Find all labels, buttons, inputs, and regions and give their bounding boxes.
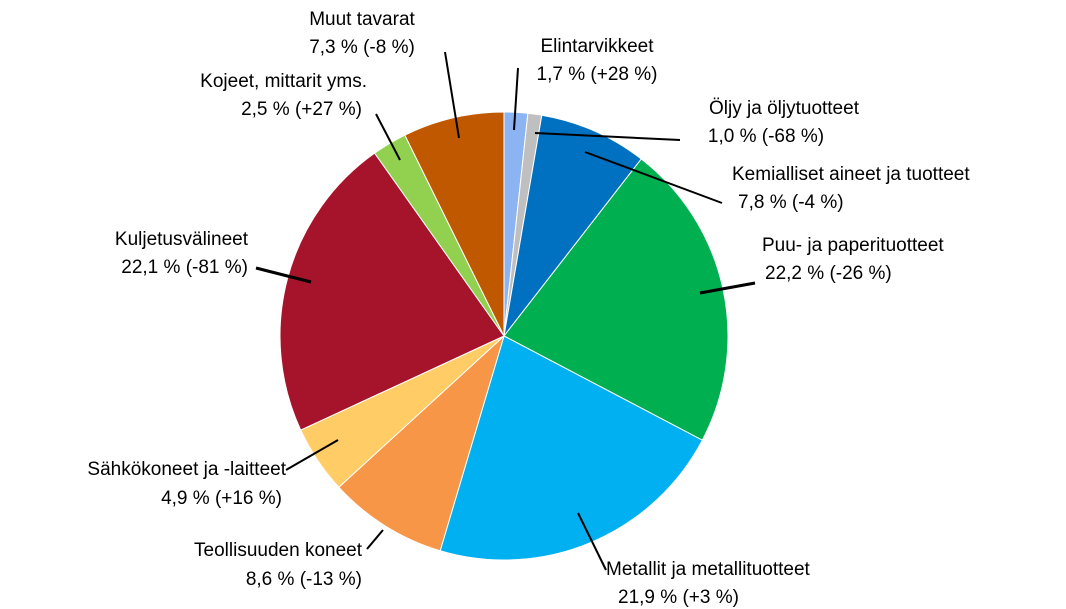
pie-slice — [439, 335, 703, 561]
slice-share: 1,7 % — [537, 64, 586, 85]
slice-value-label: 8,6 % (-13 %) — [246, 569, 362, 590]
slice-change: (-8 %) — [363, 37, 415, 58]
slice-label: Puu- ja paperituotteet — [762, 235, 944, 256]
slice-share: 22,2 % — [765, 263, 824, 284]
slice-share: 22,1 % — [121, 257, 180, 278]
slice-label: Kemialliset aineet ja tuotteet — [732, 164, 970, 185]
slice-value-label: 4,9 % (+16 %) — [161, 488, 282, 509]
slice-label: Sähkökoneet ja -laitteet — [87, 459, 286, 480]
slice-value-label: 22,1 % (-81 %) — [121, 257, 248, 278]
slice-change: (+28 %) — [590, 64, 657, 85]
leader-line — [375, 113, 401, 161]
slice-value-label: 7,8 % (-4 %) — [738, 192, 844, 213]
leader-line — [255, 266, 312, 284]
slice-change: (+16 %) — [215, 488, 282, 509]
slice-change: (+3 %) — [682, 587, 739, 608]
slice-label: Kojeet, mittarit yms. — [200, 71, 367, 92]
leader-line — [577, 512, 607, 571]
slice-change: (-4 %) — [792, 192, 844, 213]
leader-line — [534, 132, 681, 141]
slice-label: Metallit ja metallituotteet — [606, 559, 811, 580]
pie-slice — [279, 152, 505, 431]
slice-value-label: 1,7 % (+28 %) — [537, 64, 658, 85]
slice-label: Teollisuuden koneet — [194, 540, 363, 561]
slice-share: 7,3 % — [309, 37, 358, 58]
pie-slice — [503, 114, 642, 337]
slice-label: Öljy ja öljytuotteet — [709, 98, 860, 119]
slice-share: 8,6 % — [246, 569, 295, 590]
slice-change: (-68 %) — [762, 126, 824, 147]
slice-value-label: 21,9 % (+3 %) — [618, 587, 739, 608]
slice-label: Muut tavarat — [309, 9, 415, 30]
leader-line — [513, 67, 519, 131]
slice-change: (+27 %) — [295, 99, 362, 120]
pie-slice — [404, 111, 505, 337]
slice-label: Elintarvikkeet — [541, 36, 655, 57]
slice-share: 2,5 % — [241, 99, 290, 120]
slice-value-label: 1,0 % (-68 %) — [708, 126, 824, 147]
leader-line — [699, 281, 756, 295]
slice-value-label: 7,3 % (-8 %) — [309, 37, 415, 58]
pie-slice — [338, 334, 505, 552]
slice-label: Kuljetusvälineet — [115, 229, 249, 250]
slices — [279, 111, 729, 561]
slice-share: 7,8 % — [738, 192, 787, 213]
leader-line — [444, 51, 460, 139]
slice-share: 21,9 % — [618, 587, 677, 608]
slice-change: (-13 %) — [300, 569, 362, 590]
slice-share: 1,0 % — [708, 126, 757, 147]
slice-value-label: 2,5 % (+27 %) — [241, 99, 362, 120]
leader-line — [584, 151, 723, 204]
slice-change: (-26 %) — [829, 263, 891, 284]
leader-line — [366, 529, 384, 550]
slice-share: 4,9 % — [161, 488, 210, 509]
leader-line — [285, 439, 339, 471]
slice-value-label: 22,2 % (-26 %) — [765, 263, 892, 284]
slice-change: (-81 %) — [186, 257, 248, 278]
